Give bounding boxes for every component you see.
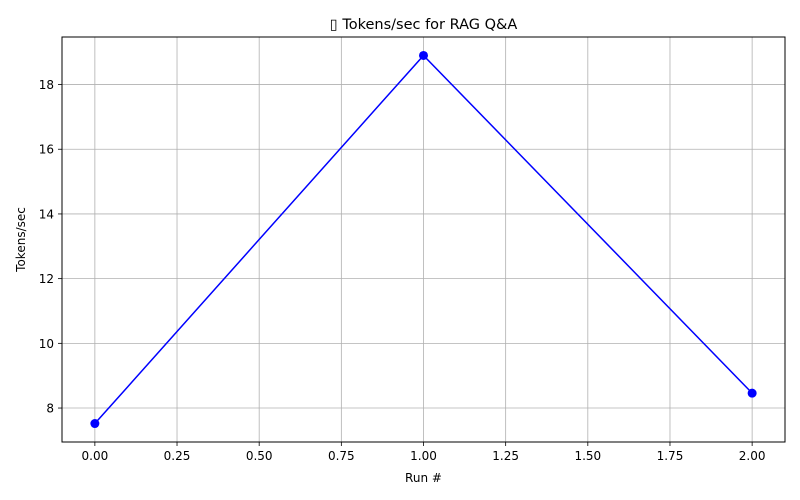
x-tick-label: 0.00 — [82, 449, 109, 463]
y-tick-label: 12 — [39, 272, 54, 286]
y-tick-label: 8 — [46, 402, 54, 416]
x-tick-label: 1.25 — [492, 449, 519, 463]
x-tick-label: 0.75 — [328, 449, 355, 463]
data-point — [747, 388, 757, 398]
data-point — [419, 50, 428, 60]
x-tick-label: 0.50 — [246, 449, 273, 463]
x-axis-label: Run # — [405, 471, 442, 485]
y-axis-ticks: 8 10 12 14 16 18 — [39, 78, 62, 416]
series-layer — [90, 50, 757, 429]
y-tick-label: 18 — [39, 78, 54, 92]
x-tick-label: 1.50 — [574, 449, 601, 463]
y-tick-label: 14 — [39, 207, 54, 221]
y-tick-label: 10 — [39, 337, 54, 351]
chart-title: ▯ Tokens/sec for RAG Q&A — [330, 17, 518, 33]
x-tick-label: 1.75 — [657, 449, 684, 463]
grid — [62, 37, 785, 442]
y-tick-label: 16 — [39, 143, 54, 157]
y-axis-label: Tokens/sec — [14, 207, 28, 273]
x-tick-label: 0.25 — [164, 449, 191, 463]
x-tick-label: 1.00 — [410, 449, 437, 463]
x-axis-ticks: 0.00 0.25 0.50 0.75 1.00 1.25 1.50 1.75 2.00 — [82, 442, 766, 463]
data-point — [90, 419, 100, 429]
x-tick-label: 2.00 — [739, 449, 766, 463]
